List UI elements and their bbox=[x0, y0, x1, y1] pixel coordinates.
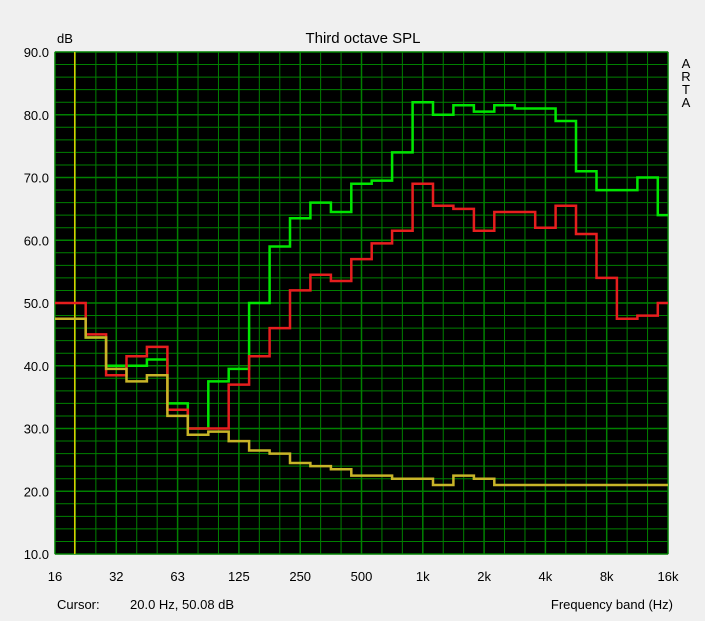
x-tick-label: 32 bbox=[109, 569, 123, 584]
x-tick-label: 16 bbox=[48, 569, 62, 584]
watermark-letter: T bbox=[682, 82, 690, 97]
x-tick-label: 500 bbox=[351, 569, 373, 584]
x-tick-label: 125 bbox=[228, 569, 250, 584]
y-tick-label: 60.0 bbox=[24, 233, 49, 248]
x-tick-label: 8k bbox=[600, 569, 614, 584]
watermark-letter: A bbox=[682, 56, 691, 71]
y-axis-label: dB bbox=[57, 31, 73, 46]
series-group bbox=[55, 100, 668, 487]
y-tick-label: 20.0 bbox=[24, 484, 49, 499]
y-tick-label: 40.0 bbox=[24, 359, 49, 374]
grid bbox=[54, 51, 669, 555]
y-tick-label: 70.0 bbox=[24, 171, 49, 186]
series-line-3 bbox=[55, 317, 668, 487]
cursor-readout: 20.0 Hz, 50.08 dB bbox=[130, 597, 234, 612]
x-tick-label: 250 bbox=[289, 569, 311, 584]
y-tick-label: 50.0 bbox=[24, 296, 49, 311]
watermark-letter: A bbox=[682, 95, 691, 110]
y-tick-label: 30.0 bbox=[24, 422, 49, 437]
x-tick-label: 4k bbox=[539, 569, 553, 584]
series-line-2 bbox=[55, 182, 668, 430]
chart-title: Third octave SPL bbox=[305, 30, 420, 47]
x-tick-label: 16k bbox=[658, 569, 679, 584]
x-tick-label: 63 bbox=[170, 569, 184, 584]
x-tick-label: 1k bbox=[416, 569, 430, 584]
x-tick-labels: 16 32 63 125 250 500 1k 2k 4k 8k 16k bbox=[48, 569, 679, 584]
y-tick-label: 90.0 bbox=[24, 45, 49, 60]
watermark-letter: R bbox=[681, 69, 690, 84]
y-tick-label: 80.0 bbox=[24, 108, 49, 123]
x-tick-label: 2k bbox=[477, 569, 491, 584]
y-tick-label: 10.0 bbox=[24, 547, 49, 562]
y-tick-labels: 10.0 20.0 30.0 40.0 50.0 60.0 70.0 80.0 90.0 bbox=[24, 45, 49, 562]
x-axis-label: Frequency band (Hz) bbox=[551, 597, 673, 612]
cursor-label: Cursor: bbox=[57, 597, 100, 612]
